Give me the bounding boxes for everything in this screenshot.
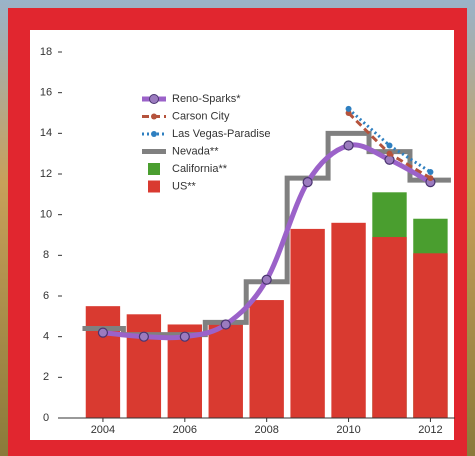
y-tick-label: 10 <box>40 209 52 221</box>
legend-label: California** <box>172 163 228 175</box>
legend-swatch <box>148 180 160 193</box>
legend-marker <box>151 113 157 120</box>
bar <box>85 306 121 418</box>
legend-label: Carson City <box>172 110 230 122</box>
point <box>97 327 109 338</box>
legend-label: Nevada** <box>172 145 219 157</box>
bar <box>126 314 162 418</box>
legend-marker <box>151 131 157 137</box>
legend-label: US** <box>172 180 197 192</box>
point <box>343 140 354 151</box>
legend-marker <box>149 94 159 104</box>
point <box>427 175 434 182</box>
bar <box>372 237 407 418</box>
point <box>302 177 313 188</box>
x-tick-label: 2004 <box>91 424 115 436</box>
y-tick-label: 6 <box>43 290 49 302</box>
y-tick-label: 12 <box>40 168 52 180</box>
point <box>138 331 149 342</box>
point <box>261 274 272 285</box>
legend-label: Reno-Sparks* <box>172 93 241 105</box>
bar <box>208 324 243 418</box>
point <box>179 331 190 342</box>
x-tick-label: 2012 <box>418 424 442 436</box>
bar <box>413 253 448 418</box>
point <box>386 150 393 157</box>
y-tick-label: 4 <box>43 331 49 343</box>
y-tick-label: 8 <box>43 249 49 261</box>
point <box>220 319 231 330</box>
y-tick-label: 18 <box>40 46 52 58</box>
legend-swatch <box>148 163 160 175</box>
point <box>427 168 434 175</box>
bar <box>331 222 366 418</box>
y-tick-label: 14 <box>40 127 52 139</box>
y-tick-label: 16 <box>40 87 52 99</box>
y-tick-label: 0 <box>43 412 49 424</box>
y-tick-label: 2 <box>43 371 49 383</box>
x-tick-label: 2006 <box>173 424 197 436</box>
legend-label: Las Vegas-Paradise <box>172 128 270 140</box>
bar <box>290 228 325 418</box>
x-tick-label: 2008 <box>254 424 278 436</box>
point <box>386 142 393 149</box>
point <box>345 105 352 112</box>
x-tick-label: 2010 <box>336 424 360 436</box>
bar <box>249 300 284 418</box>
